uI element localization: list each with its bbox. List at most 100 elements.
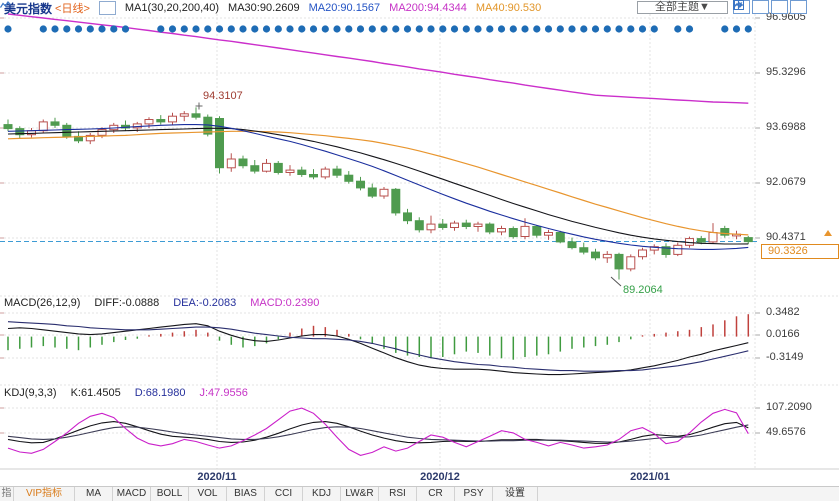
event-dot[interactable] <box>509 25 517 33</box>
event-dot[interactable] <box>262 25 271 33</box>
event-dot[interactable] <box>74 25 83 33</box>
candle-body <box>426 223 436 231</box>
candle-body <box>544 232 553 236</box>
candle-body <box>473 223 483 228</box>
indicator-panel-icon[interactable] <box>733 0 769 14</box>
event-dot[interactable] <box>192 25 200 33</box>
event-dot[interactable] <box>627 25 635 33</box>
event-dot[interactable] <box>615 25 623 33</box>
tab-cci[interactable]: CCI <box>265 487 303 501</box>
event-dot[interactable] <box>180 25 188 33</box>
tab-macd[interactable]: MACD <box>113 487 151 501</box>
candle-body <box>520 225 530 237</box>
event-dot[interactable] <box>568 25 576 33</box>
event-dot[interactable] <box>39 25 47 33</box>
event-dot[interactable] <box>168 25 177 33</box>
tab-boll[interactable]: BOLL <box>151 487 189 501</box>
event-dot[interactable] <box>251 25 259 33</box>
tab-rsi[interactable]: RSI <box>379 487 417 501</box>
event-dot[interactable] <box>380 25 388 33</box>
event-dot[interactable] <box>580 25 588 33</box>
event-dot[interactable] <box>603 25 611 33</box>
event-dot[interactable] <box>368 25 376 33</box>
event-dot[interactable] <box>497 25 506 33</box>
event-dot[interactable] <box>309 25 318 33</box>
event-dot[interactable] <box>439 25 447 33</box>
event-dot[interactable] <box>415 25 423 33</box>
event-dot[interactable] <box>556 25 564 33</box>
event-dot[interactable] <box>356 25 365 33</box>
ma30-value: MA30:90.2609 <box>228 2 300 14</box>
event-dot[interactable] <box>462 25 470 33</box>
candle-body <box>215 118 224 169</box>
kline-chart-icon[interactable] <box>0 1 116 15</box>
event-dot[interactable] <box>321 25 329 33</box>
event-dot[interactable] <box>650 25 658 33</box>
event-dot[interactable] <box>521 25 529 33</box>
candles <box>3 107 753 280</box>
event-dot[interactable] <box>110 25 118 33</box>
x-axis-date: 2020/12 <box>420 471 460 483</box>
event-dot[interactable] <box>474 25 482 33</box>
tab-kdj[interactable]: KDJ <box>303 487 341 501</box>
candle-body <box>403 212 412 222</box>
event-dot[interactable] <box>744 25 752 33</box>
macd-dea-line <box>7 321 749 372</box>
candle-body <box>591 251 600 259</box>
event-dot[interactable] <box>638 25 647 33</box>
event-dot[interactable] <box>215 25 224 33</box>
event-dot[interactable] <box>157 25 165 33</box>
event-dot[interactable] <box>86 25 94 33</box>
tab-cr[interactable]: CR <box>417 487 455 501</box>
tab-settings[interactable]: 设置 <box>493 487 538 501</box>
event-dot[interactable] <box>403 25 412 33</box>
event-dot[interactable] <box>98 25 106 33</box>
tab-ma[interactable]: MA <box>75 487 113 501</box>
x-axis-date: 2020/11 <box>197 471 237 483</box>
event-dot[interactable] <box>286 25 294 33</box>
theme-dropdown[interactable]: 全部主题▼ <box>637 1 728 14</box>
event-dot[interactable] <box>533 25 541 33</box>
tab-lwr[interactable]: LW&R <box>341 487 379 501</box>
symbol-name[interactable]: 美元指数 <box>4 1 53 16</box>
event-dot[interactable] <box>274 25 282 33</box>
event-dot[interactable] <box>204 25 212 33</box>
event-dot[interactable] <box>239 25 247 33</box>
event-dot[interactable] <box>121 25 130 33</box>
event-dot[interactable] <box>63 25 71 33</box>
page-forward-icon[interactable] <box>734 0 807 14</box>
candle-body <box>638 249 647 258</box>
event-dot[interactable] <box>51 25 59 33</box>
tab-bias[interactable]: BIAS <box>227 487 265 501</box>
main-chart-legend: 美元指数 <日线> MA1(30,20,200,40) MA30:90.2609… <box>0 1 541 16</box>
event-dot[interactable] <box>685 25 694 33</box>
event-dot[interactable] <box>674 25 682 33</box>
event-dot[interactable] <box>333 25 341 33</box>
candle-body <box>168 115 177 123</box>
tab-vol[interactable]: VOL <box>189 487 227 501</box>
event-dot[interactable] <box>227 25 235 33</box>
event-dot[interactable] <box>392 25 400 33</box>
event-dot[interactable] <box>486 25 494 33</box>
event-dot[interactable] <box>544 25 553 33</box>
event-dot[interactable] <box>721 25 729 33</box>
event-dot[interactable] <box>345 25 353 33</box>
ma200-line <box>7 13 749 104</box>
event-dot[interactable] <box>298 25 306 33</box>
candle-body <box>649 246 659 251</box>
event-dot[interactable] <box>4 25 12 33</box>
tab-fragment[interactable]: 指 <box>0 487 14 501</box>
period-label[interactable]: <日线> <box>55 3 90 15</box>
last-price-box: 90.3326 <box>761 244 839 259</box>
macd-diff-value: DIFF:-0.0888 <box>94 297 160 309</box>
event-dot[interactable] <box>427 25 435 33</box>
event-dot[interactable] <box>591 25 600 33</box>
tab-vip-indicators[interactable]: VIP指标 <box>14 487 75 501</box>
candle-body <box>414 220 424 231</box>
kdj-d-line <box>7 424 749 443</box>
event-dot[interactable] <box>732 25 741 33</box>
event-dot[interactable] <box>450 25 459 33</box>
scroll-chart-icon[interactable] <box>733 0 788 14</box>
macd-dea-value: DEA:-0.2083 <box>173 297 237 309</box>
tab-psy[interactable]: PSY <box>455 487 493 501</box>
